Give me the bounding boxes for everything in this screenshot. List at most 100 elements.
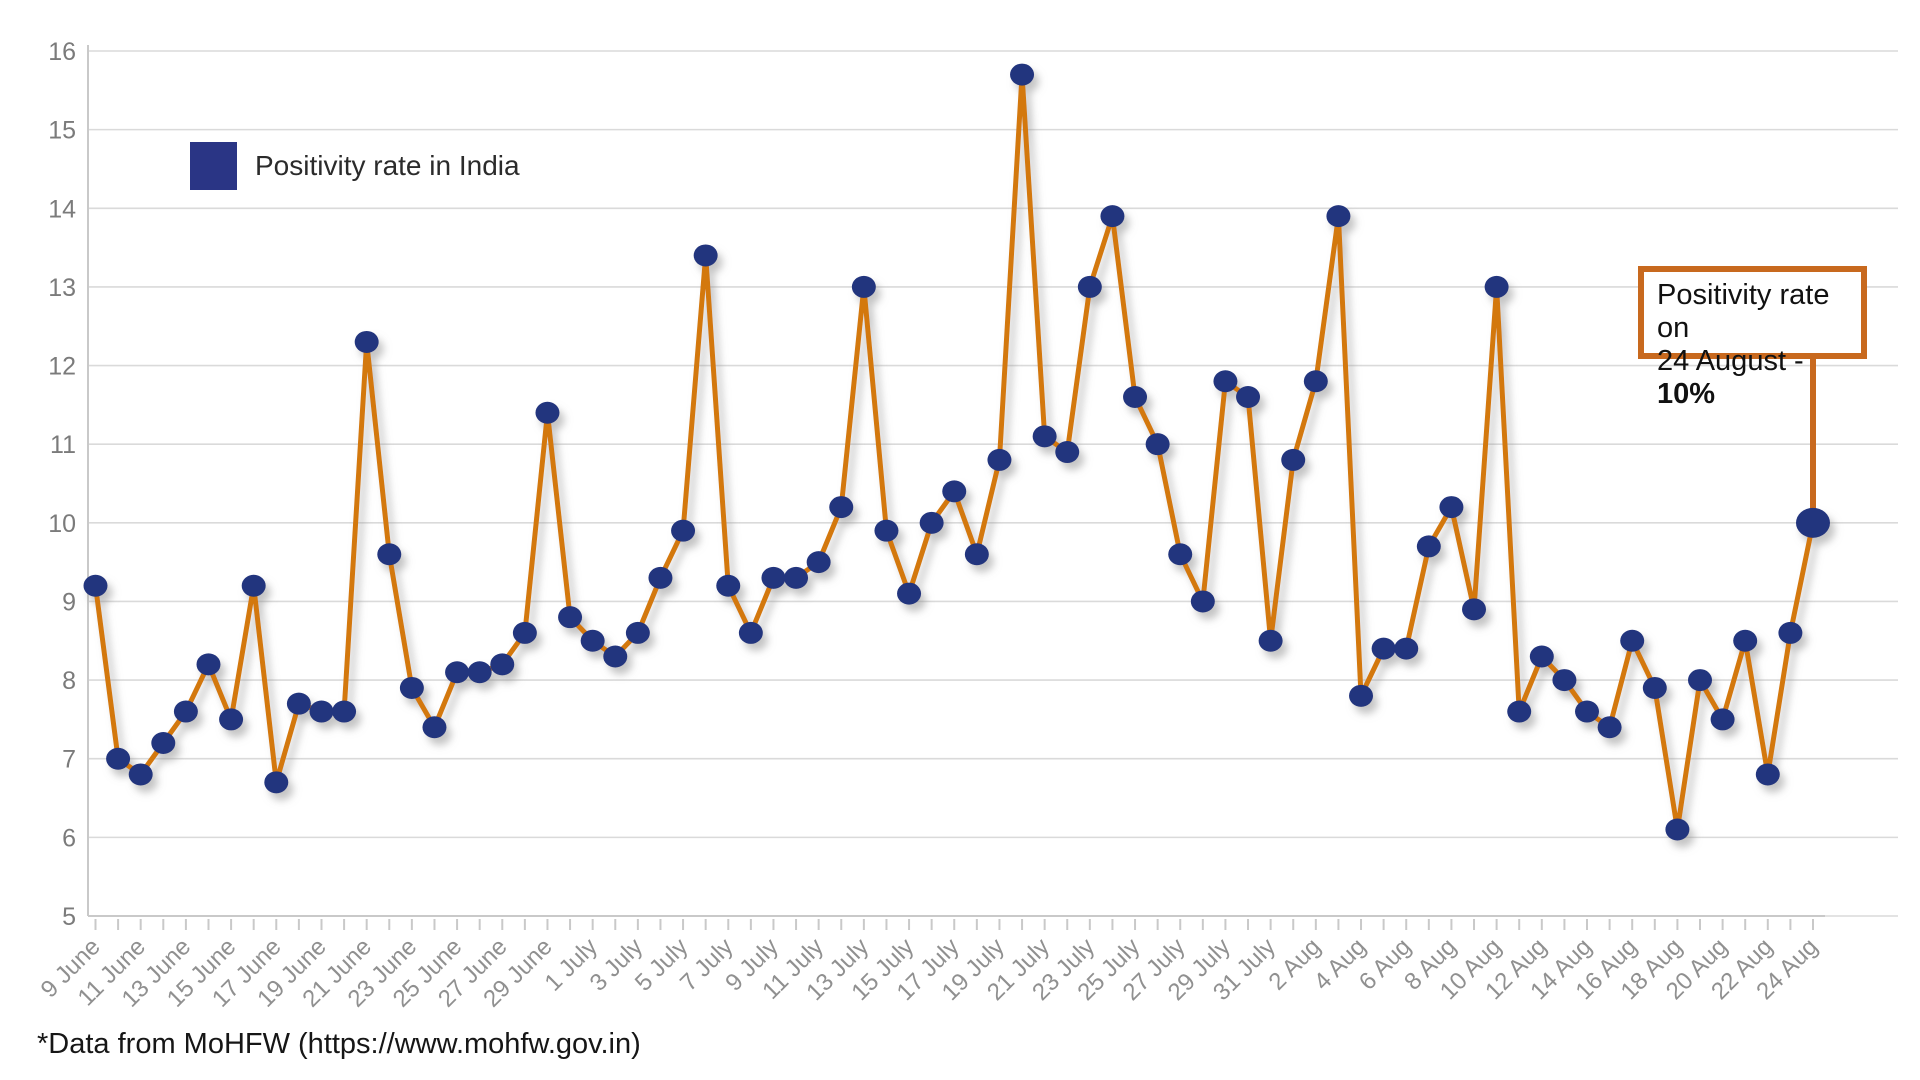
svg-text:10: 10	[48, 510, 76, 538]
data-point	[964, 543, 989, 566]
legend-swatch	[190, 142, 237, 190]
annotation-line2: 24 August - 10%	[1657, 345, 1804, 410]
data-point	[1416, 535, 1441, 558]
svg-text:7: 7	[62, 746, 76, 774]
svg-text:2 Aug: 2 Aug	[1264, 933, 1327, 996]
data-point	[309, 700, 334, 723]
data-point	[1326, 205, 1351, 228]
data-point	[286, 692, 311, 715]
data-point	[942, 480, 967, 503]
svg-text:14: 14	[48, 195, 76, 223]
data-point	[851, 275, 876, 298]
svg-text:11: 11	[50, 431, 76, 459]
svg-text:15: 15	[48, 117, 76, 145]
data-point-highlight	[1796, 507, 1830, 538]
data-point	[1236, 386, 1261, 408]
data-point	[1123, 386, 1148, 408]
data-point	[1010, 63, 1035, 86]
data-point	[173, 700, 198, 723]
data-point	[716, 574, 741, 597]
data-point	[83, 574, 108, 597]
data-point	[784, 566, 809, 589]
data-point	[377, 543, 402, 566]
data-point	[1303, 370, 1328, 393]
data-point	[1100, 205, 1125, 228]
data-point	[1710, 708, 1735, 731]
axes	[87, 45, 1825, 917]
data-point	[219, 708, 244, 731]
data-point	[558, 606, 583, 629]
gridlines	[88, 50, 1898, 917]
data-point	[1575, 700, 1600, 723]
data-point	[1778, 621, 1803, 644]
data-point	[1462, 598, 1487, 621]
data-point	[1688, 669, 1713, 692]
annotation-line1: Positivity rate on	[1657, 279, 1830, 344]
data-point	[1371, 637, 1396, 660]
data-point	[1665, 818, 1690, 841]
data-point	[332, 700, 357, 723]
data-point	[128, 763, 153, 786]
annotation-value: 10%	[1657, 378, 1716, 410]
data-point	[738, 621, 763, 644]
data-point	[1755, 763, 1780, 786]
data-point	[399, 676, 424, 699]
data-point	[1620, 629, 1645, 652]
svg-text:13: 13	[48, 274, 76, 302]
data-point	[445, 661, 470, 684]
data-point	[1077, 275, 1102, 298]
data-point	[1733, 629, 1758, 652]
data-point	[603, 645, 628, 668]
data-point	[467, 661, 492, 684]
data-point	[151, 732, 176, 754]
data-point	[987, 448, 1012, 471]
data-point	[1055, 441, 1080, 464]
svg-text:8: 8	[62, 667, 76, 695]
annotation-callout: Positivity rate on 24 August - 10%	[1638, 266, 1867, 410]
data-point	[512, 621, 537, 644]
data-point	[1484, 275, 1509, 298]
data-point	[693, 244, 718, 267]
data-source-note: *Data from MoHFW (https://www.mohfw.gov.…	[37, 1028, 641, 1060]
data-point	[874, 519, 899, 542]
legend-label: Positivity rate in India	[255, 150, 520, 181]
data-point	[1032, 425, 1057, 448]
data-point	[897, 582, 922, 605]
data-point	[648, 566, 673, 589]
data-point	[625, 621, 650, 644]
data-point	[354, 330, 379, 353]
data-point	[1439, 496, 1464, 519]
data-point	[490, 653, 515, 676]
data-point	[1281, 448, 1306, 471]
data-point	[580, 629, 605, 652]
svg-text:6 Aug: 6 Aug	[1354, 933, 1417, 996]
svg-text:6: 6	[62, 824, 76, 852]
svg-text:12: 12	[48, 353, 76, 381]
data-point	[1597, 716, 1622, 739]
data-point	[1349, 684, 1374, 707]
data-point	[1507, 700, 1532, 723]
x-axis-ticks	[94, 919, 1814, 930]
data-point	[829, 496, 854, 519]
svg-text:5: 5	[62, 903, 76, 931]
y-axis-labels: 5 6 7 8 9 10 11 12 13 14 15 16	[48, 38, 76, 931]
svg-text:16: 16	[48, 38, 76, 66]
data-point	[1552, 669, 1577, 692]
svg-text:9: 9	[62, 588, 76, 616]
data-point	[1168, 543, 1193, 566]
data-point	[1258, 629, 1283, 652]
data-point	[806, 551, 831, 574]
data-point	[264, 771, 289, 794]
data-point	[1213, 370, 1238, 393]
legend: Positivity rate in India	[190, 142, 520, 190]
data-point	[1394, 637, 1419, 660]
data-point	[422, 716, 447, 739]
data-point	[671, 519, 696, 542]
data-point	[1529, 645, 1554, 668]
data-point	[761, 566, 786, 589]
data-point	[1190, 590, 1215, 613]
data-point	[1642, 676, 1667, 699]
svg-text:4 Aug: 4 Aug	[1309, 933, 1372, 996]
data-point	[106, 747, 131, 770]
